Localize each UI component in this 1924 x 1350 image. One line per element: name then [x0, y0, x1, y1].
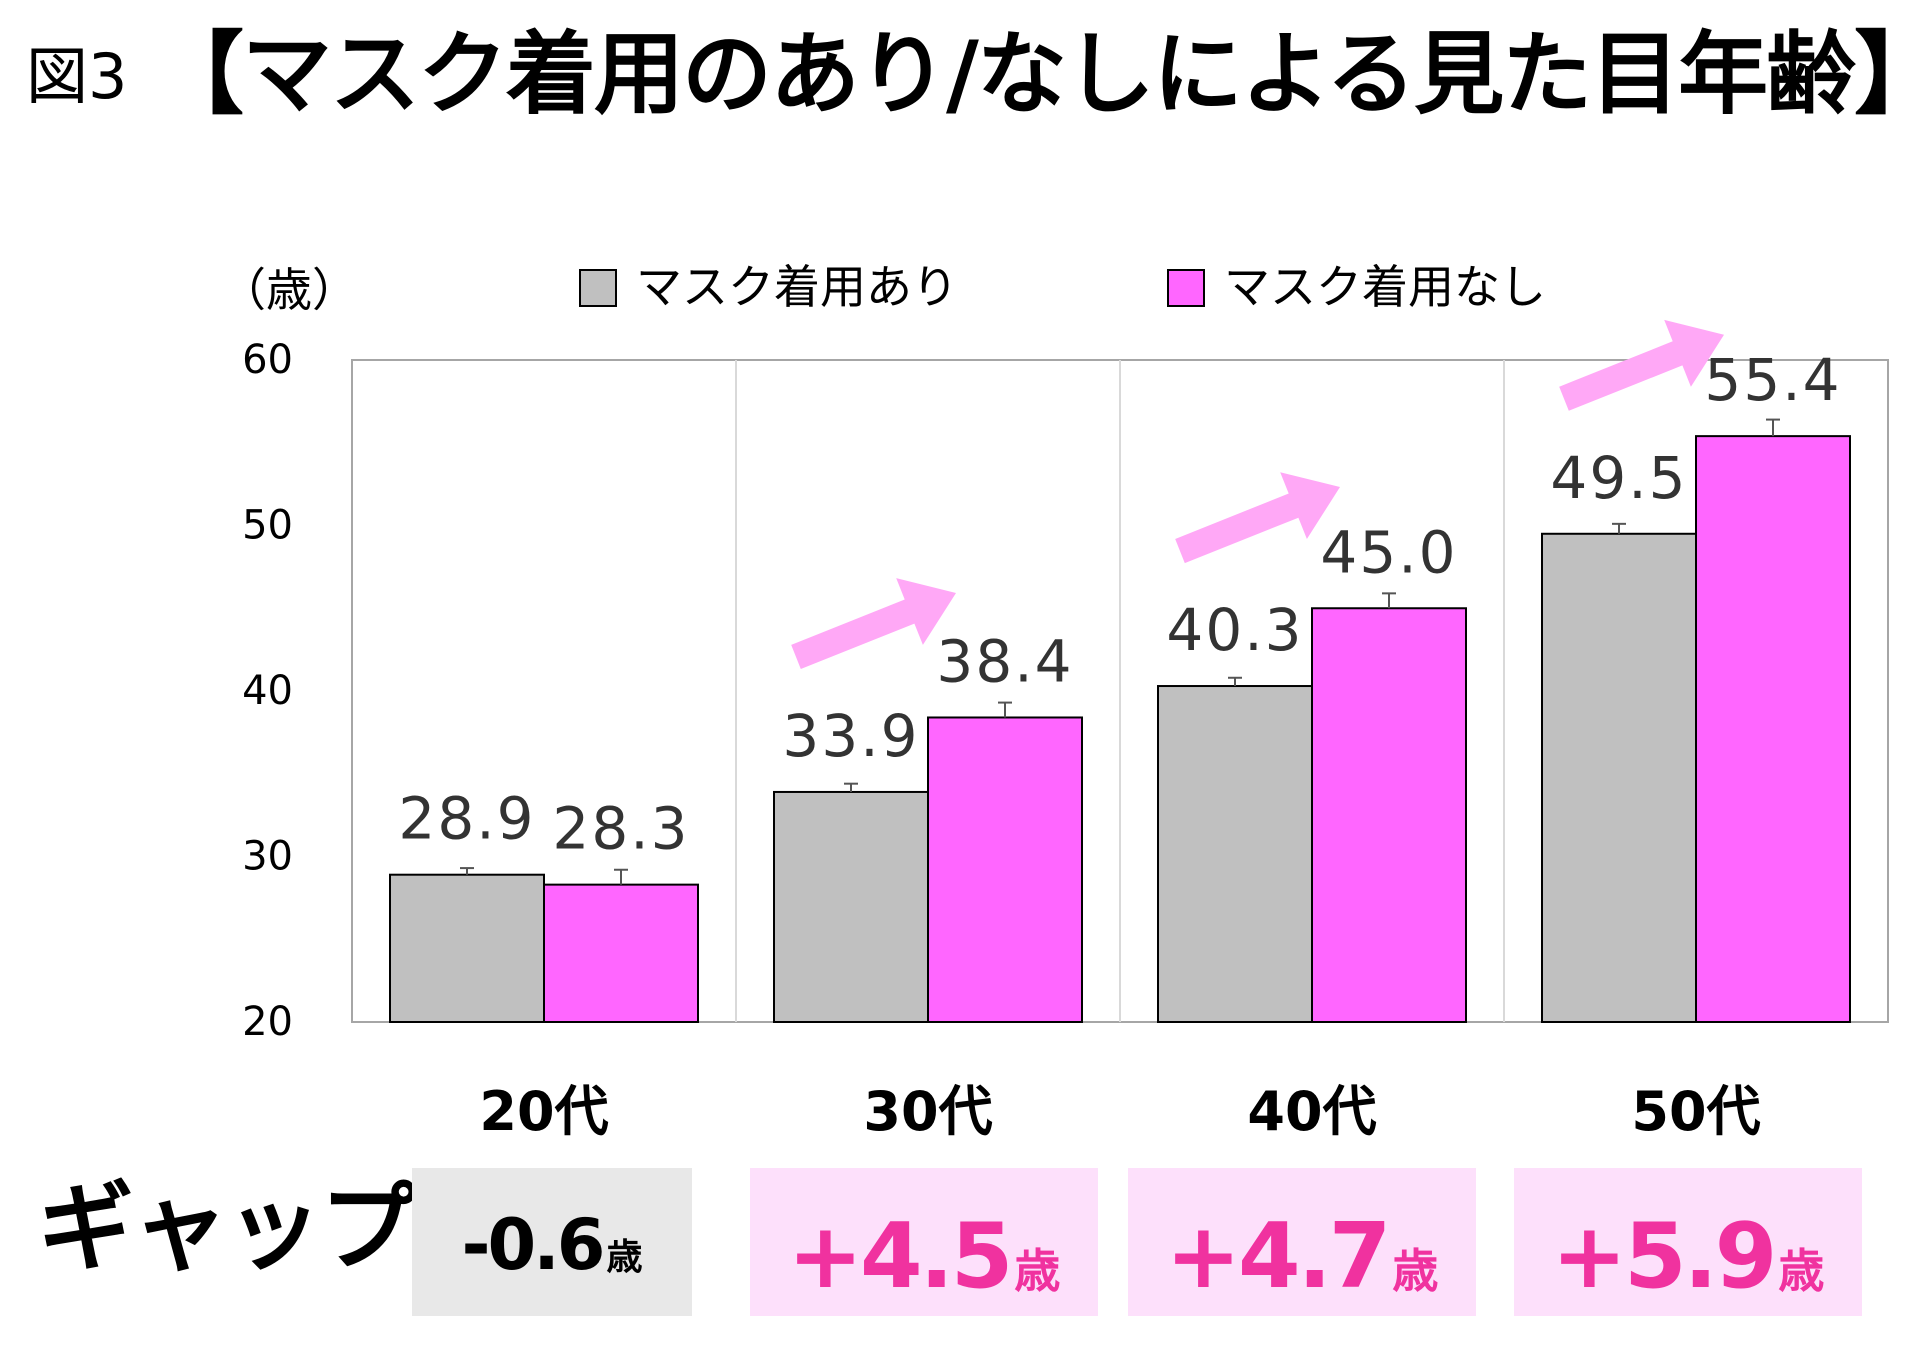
bar-without-mask — [1695, 435, 1851, 1023]
gap-value: +4.5 — [787, 1204, 1014, 1309]
y-tick-label: 40 — [242, 668, 293, 714]
gap-box: +5.9 歳 — [1514, 1168, 1862, 1316]
gap-unit: 歳 — [1392, 1244, 1439, 1298]
bar-with-mask — [1541, 532, 1697, 1024]
legend-label: マスク着用あり — [636, 260, 958, 314]
y-tick-label: 60 — [242, 337, 293, 383]
legend-swatch-with-mask — [579, 269, 617, 307]
gap-unit: 歳 — [1014, 1244, 1061, 1298]
bar-chart: 20 30 40 50 60 （歳） マスク着用あり マスク着用なし 28.9 28.3 20代 33… — [220, 260, 1889, 1143]
increase-arrow — [1559, 319, 1724, 411]
bar-without-mask — [543, 883, 699, 1024]
gap-label: ギャップ — [38, 1172, 416, 1284]
y-tick-label: 20 — [242, 999, 293, 1045]
data-label: 28.9 — [398, 785, 535, 853]
data-label: 40.3 — [1166, 596, 1303, 664]
data-label: 33.9 — [782, 702, 919, 770]
gap-value: +4.7 — [1165, 1204, 1392, 1309]
data-label: 49.5 — [1550, 444, 1687, 512]
data-label: 38.4 — [936, 627, 1073, 695]
increase-arrow — [1175, 472, 1340, 564]
figure-label: 図3 — [26, 40, 128, 113]
y-axis-label: （歳） — [220, 263, 358, 317]
data-label: 45.0 — [1320, 518, 1457, 586]
chart-title: 【マスク着用のあり/なしによる見た目年齢】 — [154, 22, 1924, 127]
bar-with-mask — [1157, 685, 1313, 1023]
legend-swatch-without-mask — [1167, 269, 1205, 307]
gap-unit: 歳 — [1778, 1244, 1825, 1298]
gap-unit: 歳 — [606, 1237, 643, 1278]
x-tick-label: 30代 — [863, 1080, 992, 1143]
gap-box: -0.6 歳 — [412, 1168, 692, 1316]
y-tick-label: 30 — [242, 834, 293, 880]
gap-value: -0.6 — [461, 1204, 605, 1286]
y-tick-label: 50 — [242, 503, 293, 549]
bar-with-mask — [389, 873, 545, 1024]
gap-box: +4.7 歳 — [1128, 1168, 1476, 1316]
data-label: 28.3 — [552, 795, 689, 863]
data-label: 55.4 — [1704, 346, 1841, 414]
legend-label: マスク着用なし — [1224, 260, 1546, 314]
gap-value: +5.9 — [1551, 1204, 1778, 1309]
bar-without-mask — [1311, 607, 1467, 1023]
x-tick-label: 20代 — [479, 1080, 608, 1143]
x-tick-label: 50代 — [1631, 1080, 1760, 1143]
increase-arrow — [791, 578, 956, 669]
bar-without-mask — [927, 716, 1083, 1023]
x-tick-label: 40代 — [1247, 1080, 1376, 1143]
bar-with-mask — [773, 790, 929, 1024]
gap-box: +4.5 歳 — [750, 1168, 1098, 1316]
